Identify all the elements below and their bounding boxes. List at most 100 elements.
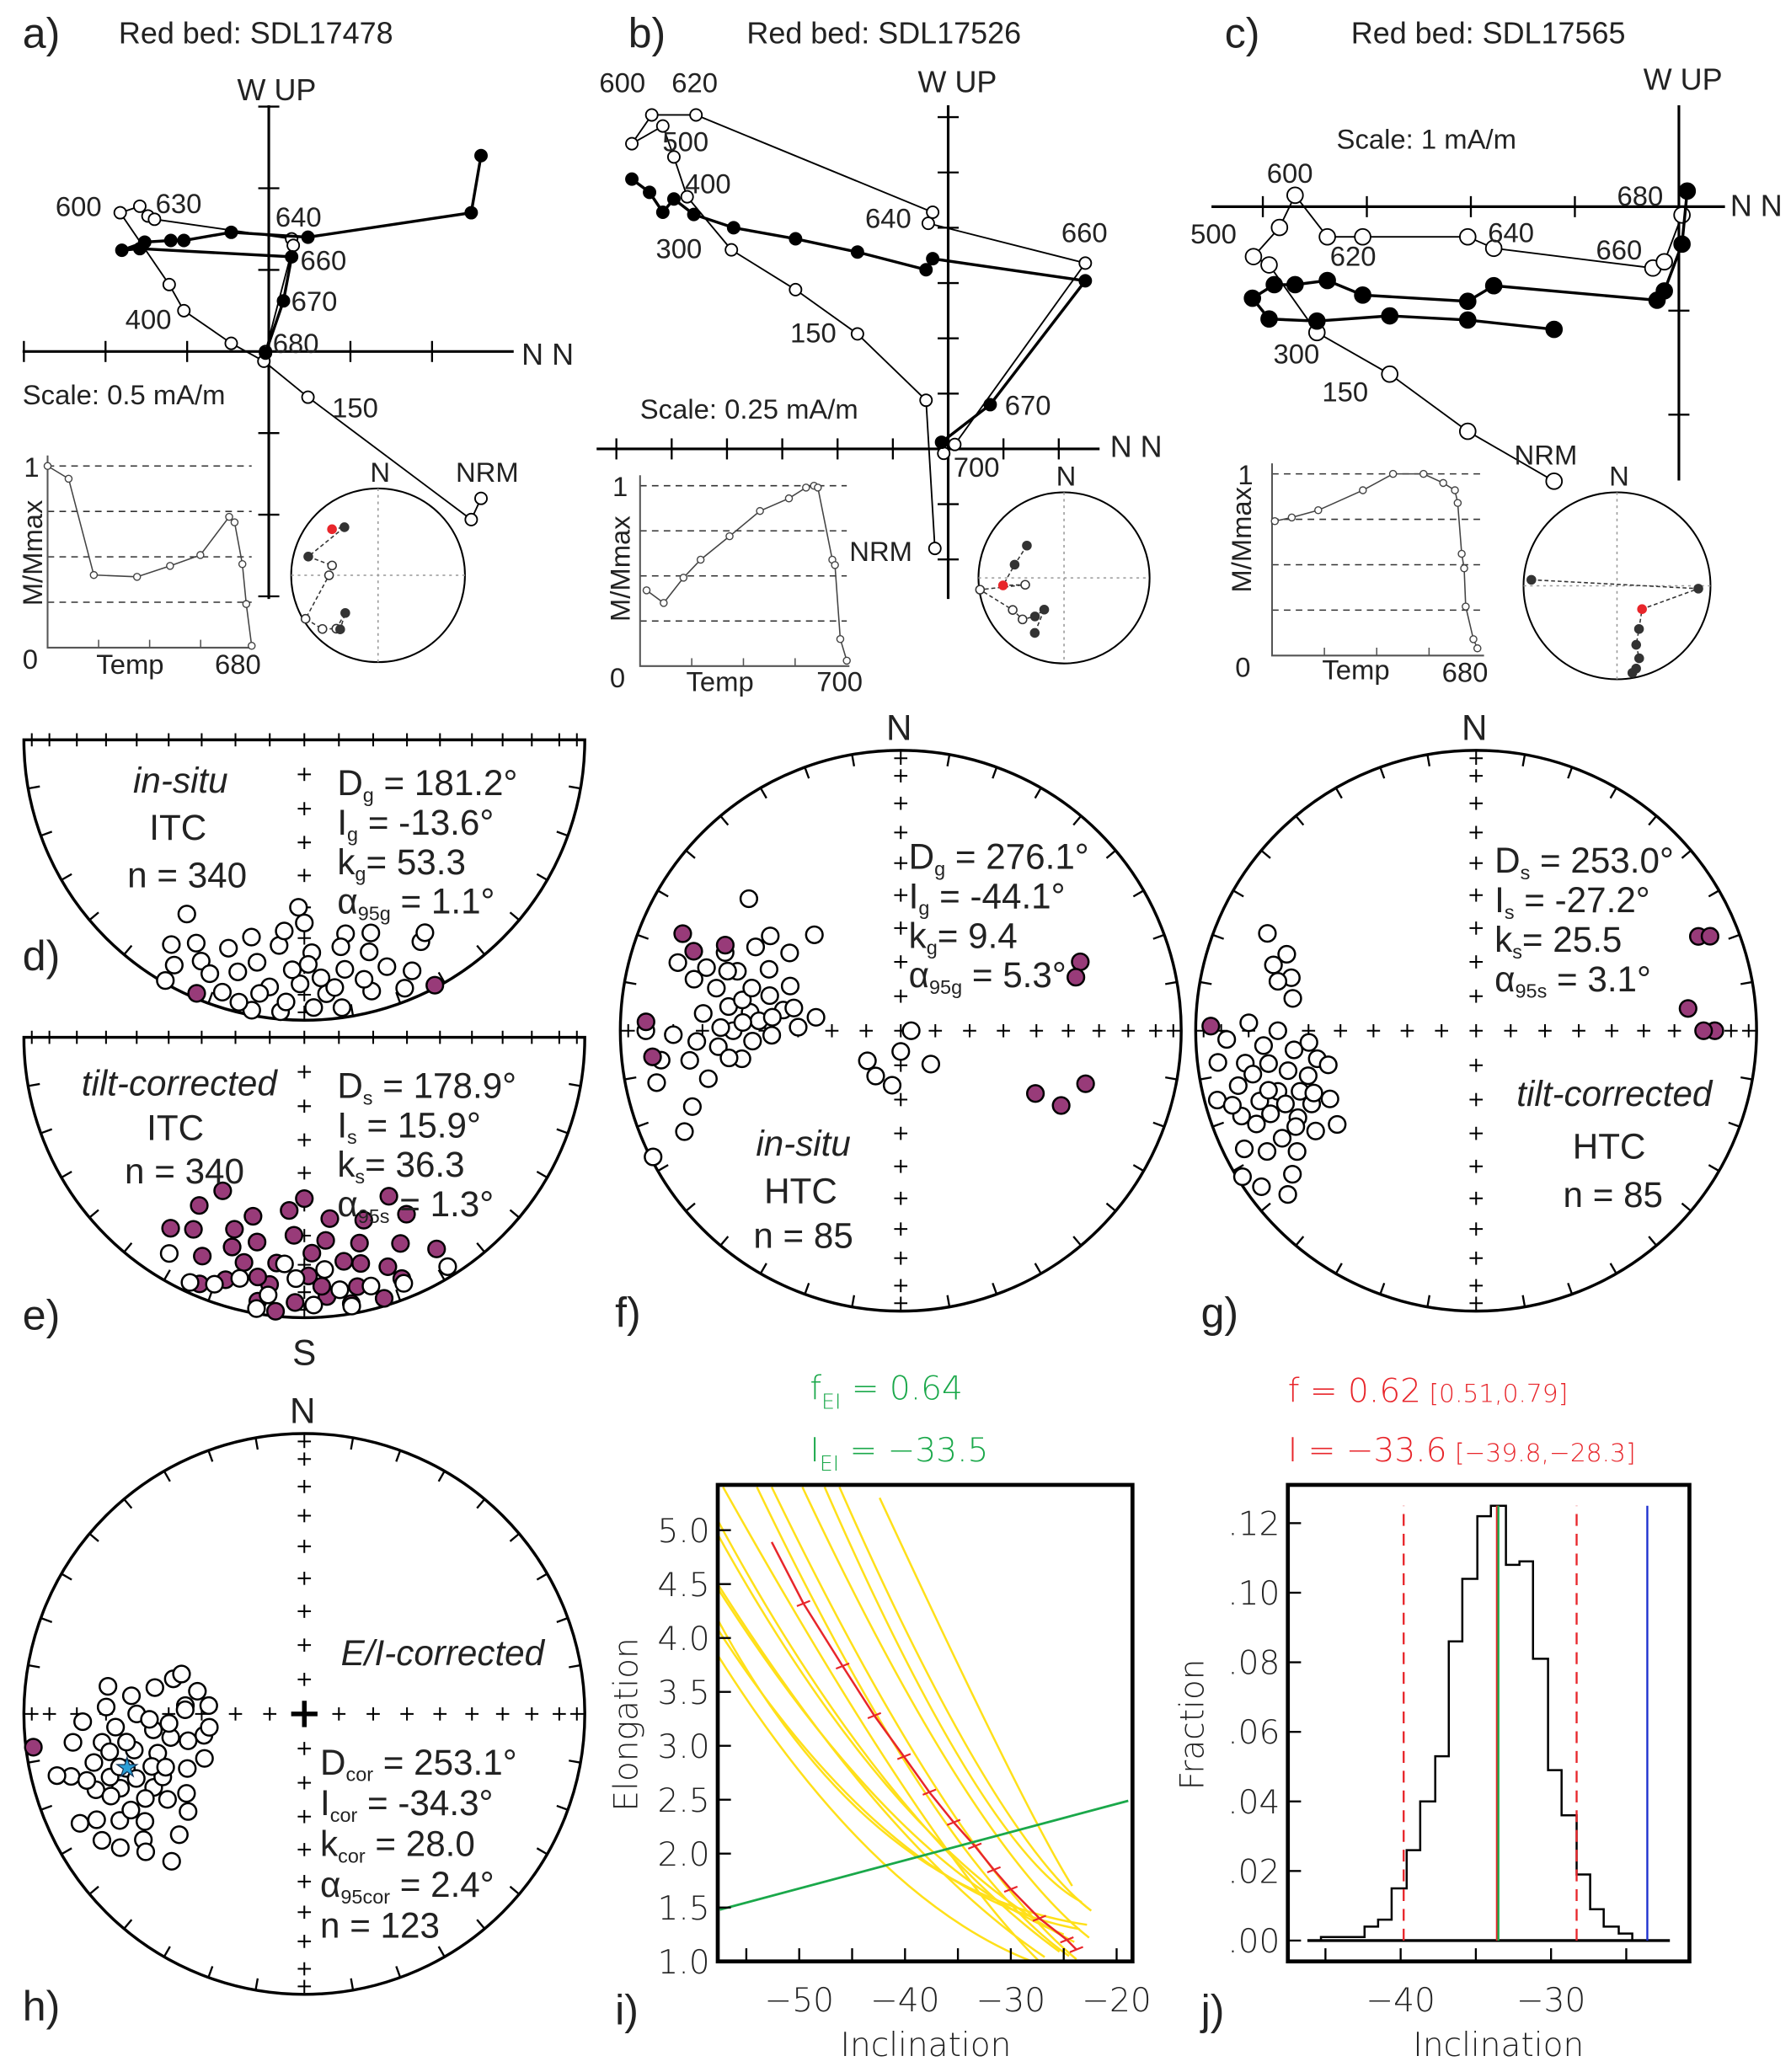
statistic-1: Ig = -13.6° xyxy=(337,803,494,846)
perimeter-tick xyxy=(719,814,730,826)
upper-hemisphere-point xyxy=(162,935,181,954)
upper-hemisphere-point xyxy=(1217,1029,1237,1049)
perimeter-tick xyxy=(40,1804,53,1811)
data-curve-marker xyxy=(1032,1914,1047,1922)
coordinate-frame-label: in-situ xyxy=(756,1124,851,1163)
stat-subscript: g xyxy=(934,857,945,879)
horizontal-projection-point xyxy=(177,233,191,248)
demag-point xyxy=(43,462,52,471)
upper-hemisphere-point xyxy=(395,979,414,998)
upper-hemisphere-point xyxy=(1268,971,1288,991)
demag-point xyxy=(660,599,668,607)
upper-hemisphere-point xyxy=(92,1830,112,1850)
upper-hemisphere-point xyxy=(282,960,302,980)
upper-hemisphere-point xyxy=(169,1825,189,1845)
demag-point xyxy=(89,570,99,579)
y-tick-label: 3.5 xyxy=(658,1674,710,1712)
lower-hemisphere-point xyxy=(193,1247,212,1266)
result-value: = 0.62 xyxy=(1300,1372,1422,1410)
upper-hemisphere-point xyxy=(361,923,381,943)
perimeter-tick xyxy=(61,1573,72,1581)
scale-label: Scale: 1 mA/m xyxy=(1337,124,1516,155)
upper-hemisphere-point xyxy=(762,1026,782,1045)
perimeter-tick xyxy=(1034,1263,1042,1274)
panel-label: b) xyxy=(628,9,666,56)
upper-hemisphere-point xyxy=(330,1280,350,1300)
perimeter-tick xyxy=(1165,980,1178,985)
y-tick-label: .06 xyxy=(1227,1714,1280,1752)
lower-hemisphere-point xyxy=(636,1012,655,1032)
plot-frame xyxy=(715,1482,1135,1964)
x-tick-label: 680 xyxy=(1442,657,1489,688)
vertical-projection-point xyxy=(680,190,694,204)
vertical_open-path xyxy=(631,114,1087,549)
upper-hemisphere-point xyxy=(901,1021,921,1040)
stat-symbol: k xyxy=(909,916,928,955)
vertical-projection-point xyxy=(1286,186,1304,205)
histogram-bin xyxy=(1548,1770,1562,1941)
perimeter-tick xyxy=(1379,1282,1386,1295)
stat-subscript: cor xyxy=(345,1764,373,1786)
upper-hemisphere-point xyxy=(304,998,323,1017)
histogram-bin xyxy=(1435,1756,1449,1941)
perimeter-tick xyxy=(1334,787,1343,799)
chart-elongation-inclination: −50 −40 −30 −20 1.0 1.5 2.0 2.5 3.0 3.5 4.0 4.5 5.0 I… xyxy=(608,1370,1152,2064)
lower-hemisphere-point xyxy=(1071,952,1090,972)
statistic-4: n = 123 xyxy=(320,1906,440,1946)
data-curve-marker xyxy=(796,1599,810,1607)
upper-hemisphere-point xyxy=(361,1276,381,1295)
vertical-projection-point xyxy=(655,119,670,133)
panel-label: e) xyxy=(23,1292,60,1339)
vertical-projection-point xyxy=(666,150,681,164)
stat-subscript: s xyxy=(363,1087,373,1108)
lower-hemisphere-point xyxy=(286,1293,305,1312)
perimeter-tick xyxy=(1105,1202,1117,1212)
upper-hemisphere-point xyxy=(746,937,766,957)
upper-hemisphere-point xyxy=(1278,1061,1298,1081)
perimeter-tick xyxy=(1200,1076,1212,1081)
horizontal-projection-point xyxy=(1243,289,1262,307)
temperature-label: 680 xyxy=(273,328,319,359)
lower-hemisphere-point xyxy=(280,1201,299,1220)
bootstrap-curve xyxy=(823,1487,1083,1904)
perimeter-tick xyxy=(28,1082,40,1087)
axis-label-w-up: W UP xyxy=(238,72,317,107)
vertical-projection-point xyxy=(1260,256,1278,274)
demag-path xyxy=(304,526,347,630)
perimeter-tick xyxy=(395,991,402,1004)
lower-hemisphere-point xyxy=(161,1219,180,1238)
perimeter-tick xyxy=(163,1269,171,1281)
horizontal-projection-point xyxy=(1318,271,1336,290)
y-tick-label: .12 xyxy=(1227,1505,1280,1543)
horizontal-projection-point xyxy=(919,263,933,277)
component-label: ITC xyxy=(147,1108,204,1147)
horizontal-projection-point xyxy=(850,245,864,259)
upper-hemisphere-point xyxy=(298,954,318,975)
demag-point xyxy=(196,551,205,559)
perimeter-tick xyxy=(509,1885,521,1895)
direction-point xyxy=(300,613,311,624)
upper-hemisphere-point xyxy=(664,1025,683,1044)
bootstrap-curve xyxy=(838,1487,1093,1912)
direction-point xyxy=(340,607,350,618)
direction-point xyxy=(1693,584,1703,594)
perimeter-tick xyxy=(437,1946,446,1957)
perimeter-tick xyxy=(569,1082,581,1087)
vertical-projection-point xyxy=(644,108,659,122)
upper-hemisphere-point xyxy=(647,1073,666,1092)
stat-symbol: α xyxy=(337,1184,357,1224)
lower-hemisphere-point xyxy=(187,984,206,1003)
statistic-0: Dcor = 253.1° xyxy=(320,1743,517,1786)
vertical-projection-point xyxy=(162,277,176,291)
upper-hemisphere-point xyxy=(1284,1040,1304,1060)
histogram-bin xyxy=(1506,1565,1520,1941)
small-stereonet-b: N xyxy=(975,461,1151,665)
horizontal-projection-point xyxy=(464,206,478,220)
y-tick-label: 2.5 xyxy=(658,1782,710,1820)
upper-hemisphere-point xyxy=(156,971,175,991)
perimeter-tick xyxy=(1681,1202,1692,1212)
upper-hemisphere-point xyxy=(697,958,716,977)
perimeter-tick xyxy=(1132,1164,1145,1172)
statistic-3: α95s = 1.3° xyxy=(337,1184,494,1227)
north-label: N xyxy=(1462,708,1487,747)
